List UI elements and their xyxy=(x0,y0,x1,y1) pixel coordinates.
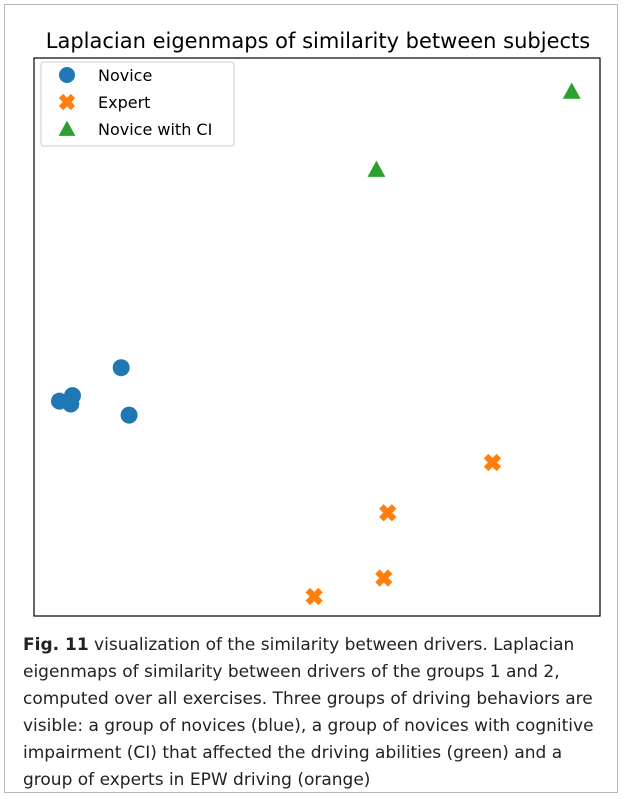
legend-label-novice: Novice xyxy=(98,66,152,85)
novice-with-ci-point-2 xyxy=(367,160,386,177)
figure-label: Fig. 11 xyxy=(23,635,89,655)
chart-title: Laplacian eigenmaps of similarity betwee… xyxy=(46,29,590,53)
novice-point-5 xyxy=(120,406,138,424)
legend-marker-novice xyxy=(59,67,75,83)
caption-text: visualization of the similarity between … xyxy=(23,635,594,790)
figure-caption: Fig. 11 visualization of the similarity … xyxy=(23,632,608,794)
figure-frame xyxy=(4,4,618,793)
expert-point-2 xyxy=(379,504,397,522)
legend-marker-novice-with-ci xyxy=(58,120,76,136)
expert-point-1 xyxy=(483,453,502,472)
legend-label-novice-with-ci: Novice with CI xyxy=(98,120,212,139)
expert-point-3 xyxy=(375,569,393,587)
legend-label-expert: Expert xyxy=(98,93,150,112)
plot-area xyxy=(33,57,601,617)
legend-box xyxy=(40,61,235,147)
legend-marker-expert xyxy=(58,93,76,111)
novice-point-4 xyxy=(112,359,130,377)
expert-point-4 xyxy=(305,587,323,606)
novice-with-ci-point-1 xyxy=(562,82,581,99)
laplacian-scatter-chart: Laplacian eigenmaps of similarity betwee… xyxy=(33,29,601,617)
data-points xyxy=(50,82,581,606)
novice-point-3 xyxy=(63,387,81,405)
legend: Novice Expert Novice with CI xyxy=(40,61,235,147)
